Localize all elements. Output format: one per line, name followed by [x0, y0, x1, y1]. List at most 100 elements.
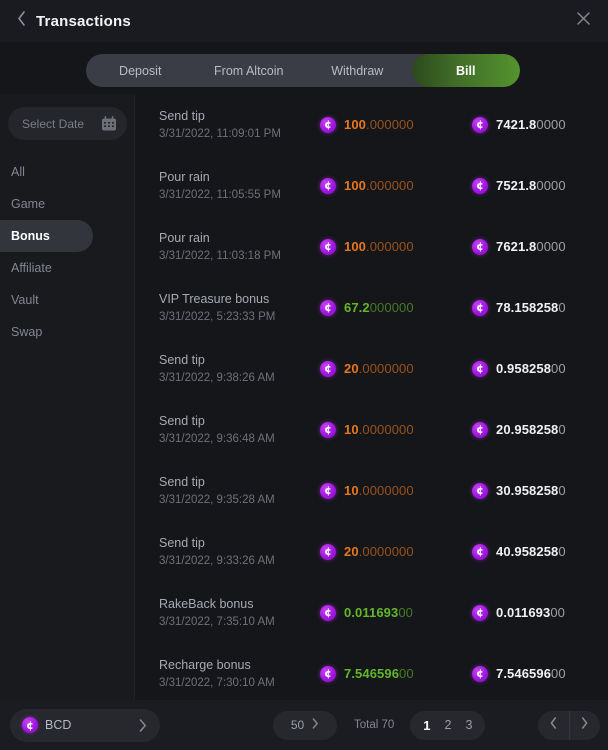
- next-page-button[interactable]: [568, 710, 601, 740]
- transaction-amount: ¢ 10.0000000: [320, 421, 472, 438]
- select-date-input[interactable]: Select Date: [8, 107, 127, 140]
- amount-significant: 100: [344, 178, 366, 193]
- transaction-balance: ¢ 78.1582580: [472, 299, 608, 316]
- bcd-coin-icon: ¢: [320, 299, 336, 316]
- transaction-type-tabs: Deposit From Altcoin Withdraw Bill: [86, 54, 520, 87]
- transaction-info: VIP Treasure bonus 3/31/2022, 5:23:33 PM: [135, 292, 320, 323]
- amount-trailing: 000000: [369, 300, 414, 315]
- transaction-info: Send tip 3/31/2022, 9:38:26 AM: [135, 353, 320, 384]
- transaction-title: RakeBack bonus: [159, 597, 254, 611]
- balance-trailing: 0: [558, 483, 566, 498]
- balance-significant: 0.011693: [496, 605, 551, 620]
- sidebar-item-swap[interactable]: Swap: [11, 325, 43, 339]
- bcd-coin-icon: ¢: [320, 665, 336, 682]
- amount-trailing: 00: [398, 605, 413, 620]
- page-size-selector[interactable]: 50: [273, 710, 337, 740]
- transaction-row[interactable]: Send tip 3/31/2022, 9:35:28 AM ¢ 10.0000000…: [135, 460, 608, 521]
- transaction-timestamp: 3/31/2022, 9:36:48 AM: [159, 433, 275, 445]
- amount-significant: 20: [344, 544, 359, 559]
- back-button[interactable]: [8, 6, 34, 36]
- balance-trailing: 00: [550, 605, 565, 620]
- page-size-value: 50: [290, 718, 305, 732]
- tab-withdraw[interactable]: Withdraw: [331, 63, 384, 78]
- transaction-row[interactable]: Send tip 3/31/2022, 9:36:48 AM ¢ 10.0000000…: [135, 399, 608, 460]
- transaction-row[interactable]: Send tip 3/31/2022, 9:38:26 AM ¢ 20.0000000…: [135, 338, 608, 399]
- transaction-info: RakeBack bonus 3/31/2022, 7:35:10 AM: [135, 597, 320, 628]
- close-button[interactable]: [568, 6, 598, 36]
- transaction-timestamp: 3/31/2022, 5:23:33 PM: [159, 311, 276, 323]
- transaction-title: VIP Treasure bonus: [159, 292, 270, 306]
- transaction-row[interactable]: Send tip 3/31/2022, 11:09:01 PM ¢ 100.00000…: [135, 94, 608, 155]
- coin-selector[interactable]: ¢ BCD: [10, 708, 160, 742]
- total-count-label: Total 70: [354, 719, 395, 731]
- balance-trailing: 0: [558, 544, 566, 559]
- amount-trailing: .000000: [366, 239, 414, 254]
- tab-bill[interactable]: Bill: [411, 54, 520, 87]
- transaction-info: Pour rain 3/31/2022, 11:05:55 PM: [135, 170, 320, 201]
- modal-header: Transactions: [0, 0, 608, 42]
- balance-trailing: 0: [558, 300, 566, 315]
- page-button-3[interactable]: 3: [465, 718, 473, 732]
- bcd-coin-icon: ¢: [320, 177, 336, 194]
- transaction-amount: ¢ 20.0000000: [320, 360, 472, 377]
- balance-significant: 7521.8: [496, 178, 537, 193]
- sidebar-item-bonus[interactable]: Bonus: [0, 220, 93, 252]
- transaction-info: Send tip 3/31/2022, 9:36:48 AM: [135, 414, 320, 445]
- balance-trailing: 0000: [536, 239, 566, 254]
- transaction-row[interactable]: Recharge bonus 3/31/2022, 7:30:10 AM ¢ 7.54…: [135, 643, 608, 700]
- bcd-coin-icon: ¢: [472, 665, 488, 682]
- transaction-amount: ¢ 100.000000: [320, 238, 472, 255]
- page-title: Transactions: [36, 12, 131, 30]
- transaction-title: Recharge bonus: [159, 658, 251, 672]
- calendar-icon: [102, 116, 116, 131]
- prev-page-button[interactable]: [538, 711, 569, 740]
- tab-deposit[interactable]: Deposit: [119, 63, 162, 78]
- balance-significant: 78.158258: [496, 300, 559, 315]
- transaction-title: Send tip: [159, 414, 205, 428]
- chevron-right-icon: [312, 716, 319, 734]
- transaction-amount: ¢ 7.54659600: [320, 665, 472, 682]
- page-button-2[interactable]: 2: [444, 718, 452, 732]
- amount-trailing: .0000000: [358, 422, 414, 437]
- balance-significant: 0.958258: [496, 361, 552, 376]
- bcd-coin-icon: ¢: [472, 482, 488, 499]
- bcd-coin-icon: ¢: [320, 543, 336, 560]
- transaction-row[interactable]: RakeBack bonus 3/31/2022, 7:35:10 AM ¢ 0.01…: [135, 582, 608, 643]
- balance-significant: 30.958258: [496, 483, 559, 498]
- transaction-title: Send tip: [159, 109, 205, 123]
- transaction-row[interactable]: Pour rain 3/31/2022, 11:05:55 PM ¢ 100.0000…: [135, 155, 608, 216]
- bcd-coin-icon: ¢: [472, 421, 488, 438]
- transaction-title: Pour rain: [159, 231, 210, 245]
- sidebar-item-vault[interactable]: Vault: [11, 293, 39, 307]
- chevron-left-icon: [17, 11, 26, 31]
- transaction-timestamp: 3/31/2022, 11:05:55 PM: [159, 189, 281, 201]
- transaction-list[interactable]: Send tip 3/31/2022, 11:09:01 PM ¢ 100.00000…: [135, 94, 608, 700]
- bcd-coin-icon: ¢: [320, 482, 336, 499]
- page-button-1[interactable]: 1: [423, 717, 431, 733]
- balance-trailing: 00: [551, 666, 566, 681]
- bcd-coin-icon: ¢: [472, 299, 488, 316]
- amount-significant: 20: [344, 361, 359, 376]
- sidebar-item-all[interactable]: All: [11, 165, 25, 179]
- filter-sidebar: Select Date All Game Bonus Affiliat: [0, 94, 135, 700]
- transaction-info: Send tip 3/31/2022, 9:33:26 AM: [135, 536, 320, 567]
- select-date-placeholder: Select Date: [22, 116, 85, 131]
- bcd-coin-icon: ¢: [472, 604, 488, 621]
- sidebar-item-game[interactable]: Game: [11, 197, 46, 211]
- tab-from-altcoin[interactable]: From Altcoin: [214, 63, 284, 78]
- sidebar-item-affiliate[interactable]: Affiliate: [11, 261, 52, 275]
- amount-significant: 10: [344, 483, 359, 498]
- transaction-info: Send tip 3/31/2022, 11:09:01 PM: [135, 109, 320, 140]
- transaction-amount: ¢ 67.2000000: [320, 299, 472, 316]
- transaction-row[interactable]: VIP Treasure bonus 3/31/2022, 5:23:33 PM ¢…: [135, 277, 608, 338]
- transaction-balance: ¢ 0.95825800: [472, 360, 608, 377]
- bcd-coin-icon: ¢: [472, 543, 488, 560]
- transaction-row[interactable]: Send tip 3/31/2022, 9:33:26 AM ¢ 20.0000000…: [135, 521, 608, 582]
- chevron-left-icon: [550, 716, 557, 734]
- transaction-title: Send tip: [159, 353, 205, 367]
- bcd-coin-icon: ¢: [320, 421, 336, 438]
- transaction-row[interactable]: Pour rain 3/31/2022, 11:03:18 PM ¢ 100.0000…: [135, 216, 608, 277]
- transaction-amount: ¢ 100.000000: [320, 116, 472, 133]
- coin-symbol-label: BCD: [45, 718, 72, 732]
- transaction-amount: ¢ 10.0000000: [320, 482, 472, 499]
